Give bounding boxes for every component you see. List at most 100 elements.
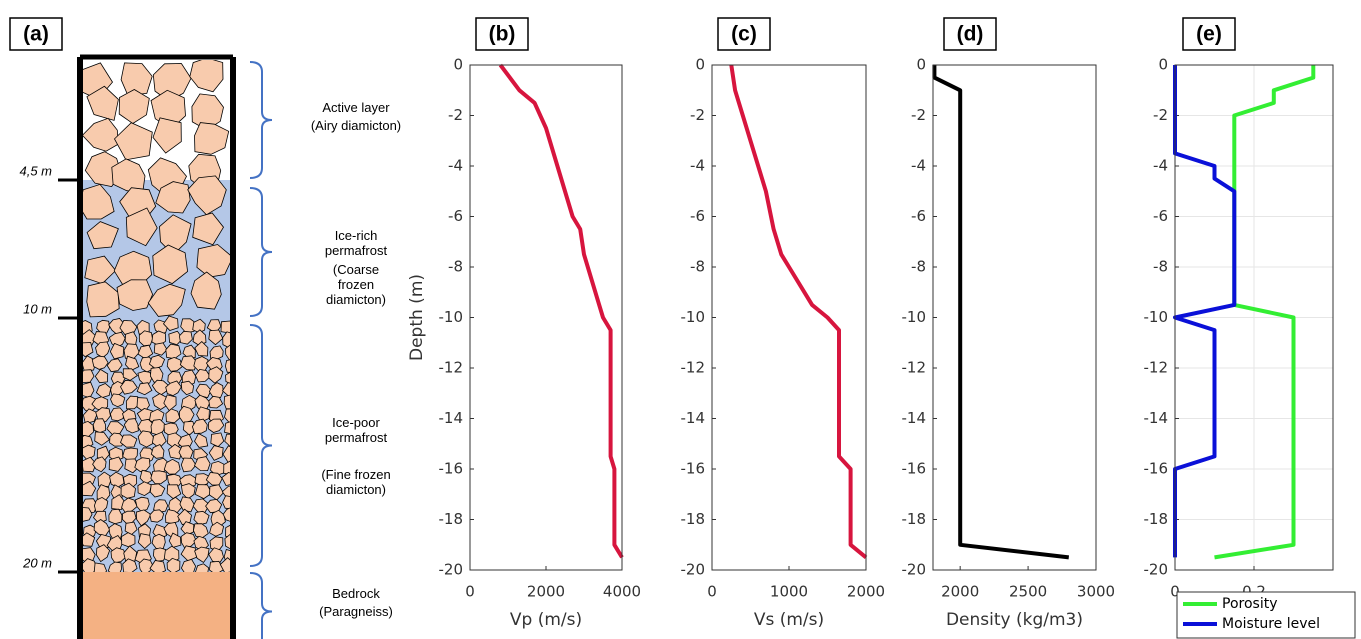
panel-label-box [475, 17, 529, 51]
clast [108, 331, 126, 349]
clast [109, 471, 125, 488]
panel-label-box [943, 17, 997, 51]
clast [224, 534, 230, 550]
y-tick-label: -8 [448, 258, 463, 276]
profile-line [932, 65, 1070, 560]
plot-area [470, 65, 622, 570]
y-tick-label: -16 [902, 460, 927, 478]
clast [83, 342, 94, 358]
clast [219, 557, 230, 572]
x-tick-label: 2000 [941, 583, 979, 601]
y-tick-label: -2 [911, 106, 926, 124]
plot-area [933, 65, 1096, 570]
clast [97, 471, 113, 488]
clast [122, 558, 138, 572]
clast [178, 445, 194, 460]
clast [83, 480, 97, 497]
y-tick-label: -4 [690, 157, 705, 175]
clast [135, 509, 152, 527]
panel-label-box [9, 17, 63, 51]
clast [180, 532, 197, 550]
clast [209, 345, 224, 360]
clast [123, 418, 139, 434]
layer-name: Ice-poor permafrost [324, 415, 388, 445]
clast [179, 355, 198, 371]
clast [166, 484, 182, 500]
y-tick-label: 0 [695, 56, 705, 74]
clast [166, 557, 181, 572]
y-tick-label: -6 [1153, 207, 1168, 225]
clast [83, 456, 97, 473]
x-tick-label: 0 [465, 583, 475, 601]
y-tick-label: -8 [690, 258, 705, 276]
clast [223, 394, 230, 410]
clast [120, 482, 136, 499]
clast [92, 456, 107, 473]
clast [182, 420, 197, 436]
clast [111, 494, 126, 511]
clast [192, 498, 208, 515]
clast [137, 344, 154, 360]
clast [121, 532, 136, 548]
depth-label: 4,5 m [19, 163, 52, 178]
clast [149, 560, 166, 572]
clast [83, 507, 93, 522]
panel-label: (c) [731, 23, 757, 46]
clast [190, 271, 222, 310]
clast [224, 421, 230, 434]
layer-description: (Coarse frozen diamicton) [326, 262, 386, 307]
depth-label: 10 m [23, 301, 52, 316]
clast [136, 397, 150, 413]
brace [249, 61, 273, 179]
clast [209, 521, 225, 537]
clast [210, 509, 226, 527]
layer-name: Ice-rich permafrost [324, 228, 388, 258]
clast [193, 510, 210, 526]
axes-frame [1174, 64, 1334, 571]
clast [118, 89, 150, 124]
clast [93, 562, 108, 572]
clast [189, 60, 224, 93]
clasts [83, 60, 230, 572]
clast [114, 122, 153, 161]
clast [153, 342, 168, 356]
bedrock [80, 572, 233, 639]
clast [224, 359, 230, 373]
clast [223, 460, 230, 475]
depth-label: 20 m [22, 555, 52, 570]
clast [182, 344, 196, 359]
clast [152, 244, 189, 285]
clast [165, 380, 182, 397]
x-axis-label: Vp (m/s) [510, 610, 582, 630]
clast [165, 343, 182, 360]
clast [108, 456, 124, 472]
clast [96, 544, 111, 563]
clast [224, 433, 230, 447]
layer-description: (Fine frozen diamicton) [321, 467, 391, 497]
clast [194, 432, 209, 448]
clast [119, 319, 138, 336]
brace [249, 324, 273, 567]
clast [93, 519, 111, 537]
panel-label-box [1182, 17, 1236, 51]
clast [150, 443, 165, 459]
layer-description: (Paragneiss) [319, 604, 393, 619]
legend-box [1176, 591, 1356, 639]
layer-name: Bedrock [332, 586, 380, 601]
x-tick-label: 3000 [1077, 583, 1115, 601]
axes-frame [932, 64, 1097, 571]
clast [225, 524, 230, 538]
clast [125, 207, 158, 247]
x-axis-label: Density (kg/m3) [946, 610, 1083, 630]
clast [191, 418, 208, 434]
layer-description: (Airy diamicton) [310, 118, 402, 133]
y-tick-label: -20 [681, 561, 706, 579]
clast [86, 281, 120, 318]
clast [96, 319, 110, 334]
clast [194, 456, 211, 472]
y-tick-label: -2 [448, 106, 463, 124]
clast [155, 181, 191, 214]
clast [134, 496, 150, 512]
